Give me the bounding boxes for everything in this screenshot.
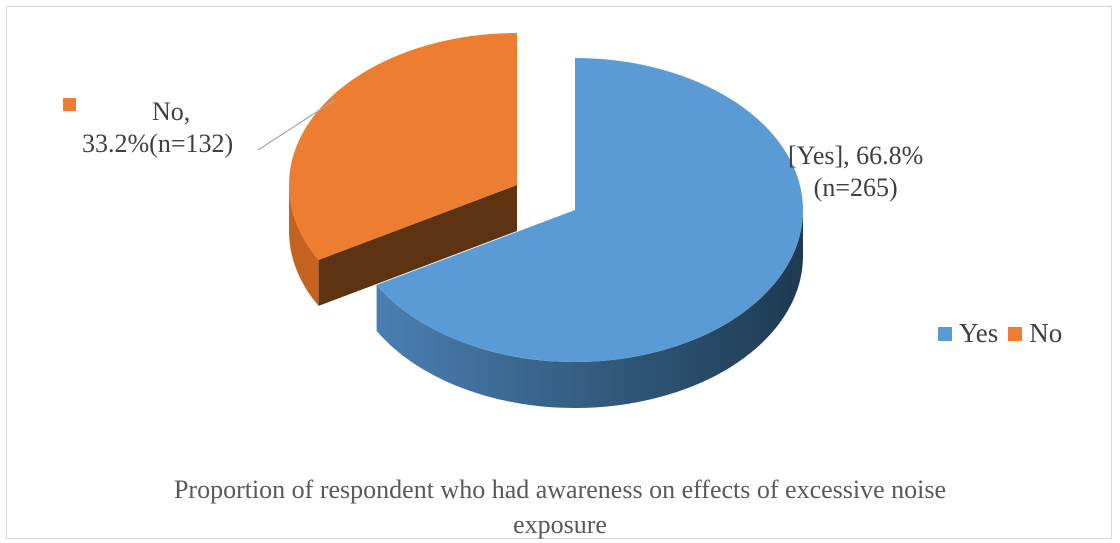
legend: Yes No — [938, 318, 1072, 349]
no-slice-radial-face — [318, 185, 517, 306]
legend-swatch-yes — [938, 326, 952, 341]
legend-label-yes: Yes — [959, 318, 999, 348]
yes-slice-outer-side — [376, 210, 803, 409]
yes-slice-label: [Yes], 66.8% (n=265) — [788, 140, 923, 204]
no-slice-outer-side — [289, 185, 319, 306]
chart-caption: Proportion of respondent who had awarene… — [40, 472, 1080, 542]
legend-swatch-no — [1008, 326, 1023, 341]
yes-label-line2: (n=265) — [813, 173, 898, 202]
no-slice-label: No, — [152, 96, 190, 128]
yes-label-line1: [Yes], 66.8% — [788, 141, 924, 170]
caption-line2: exposure — [513, 510, 607, 539]
legend-item-no: No — [1008, 318, 1062, 349]
no-label-leader-line — [257, 99, 336, 151]
no-label-line2: 33.2%(n=132) — [82, 129, 234, 158]
no-slice-label-value: 33.2%(n=132) — [82, 128, 233, 160]
yes-slice — [376, 58, 803, 362]
caption-line1: Proportion of respondent who had awarene… — [173, 475, 947, 504]
no-label-line1: No, — [152, 97, 191, 126]
no-label-marker — [63, 98, 76, 111]
legend-label-no: No — [1029, 318, 1063, 348]
no-slice — [288, 33, 517, 260]
legend-item-yes: Yes — [938, 318, 998, 349]
